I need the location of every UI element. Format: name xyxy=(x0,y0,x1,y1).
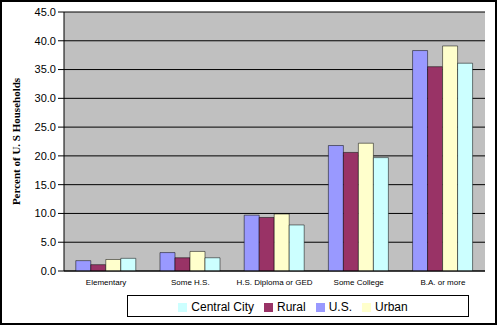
svg-text:45.0: 45.0 xyxy=(35,6,56,18)
svg-text:B.A. or more: B.A. or more xyxy=(420,278,465,287)
svg-text:25.0: 25.0 xyxy=(35,121,56,133)
svg-text:Some College: Some College xyxy=(334,278,385,287)
html-text:U.S.: U.S. xyxy=(328,300,352,314)
svg-text:Elementary: Elementary xyxy=(86,278,126,287)
html-text:Central City: Central City xyxy=(191,300,254,314)
svg-text:20.0: 20.0 xyxy=(35,150,56,162)
svg-text:H.S. Diploma or GED: H.S. Diploma or GED xyxy=(236,278,312,287)
svg-text:35.0: 35.0 xyxy=(35,63,56,75)
svg-text:10.0: 10.0 xyxy=(35,207,56,219)
html-text:Urban: Urban xyxy=(375,300,408,314)
svg-text:15.0: 15.0 xyxy=(35,179,56,191)
svg-text:0.0: 0.0 xyxy=(41,265,56,277)
svg-text:Percent of U. S Households: Percent of U. S Households xyxy=(10,77,22,205)
svg-text:30.0: 30.0 xyxy=(35,92,56,104)
svg-text:40.0: 40.0 xyxy=(35,35,56,47)
svg-text:Some H.S.: Some H.S. xyxy=(171,278,210,287)
svg-text:5.0: 5.0 xyxy=(41,236,56,248)
html-text:Rural: Rural xyxy=(277,300,306,314)
